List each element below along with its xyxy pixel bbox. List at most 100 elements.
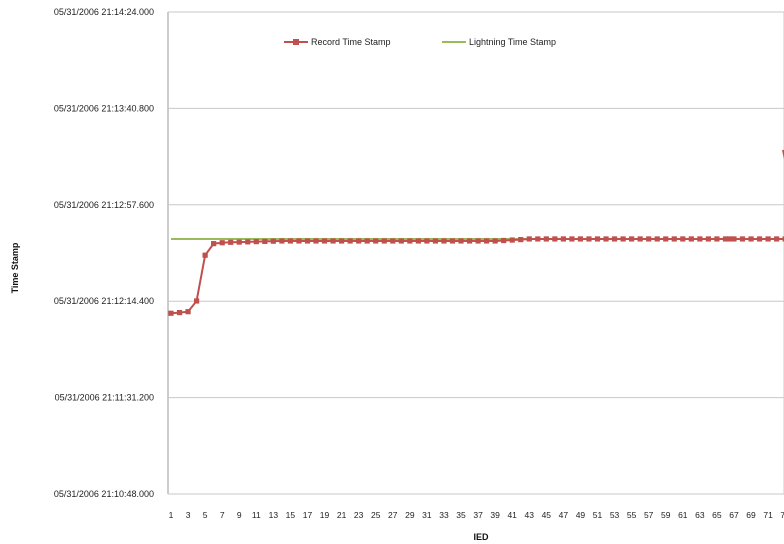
- x-tick-label: 9: [237, 510, 242, 520]
- record-marker: [330, 238, 336, 244]
- record-marker: [586, 236, 592, 242]
- record-marker: [415, 238, 421, 244]
- x-tick-label: 31: [422, 510, 432, 520]
- record-marker: [168, 310, 174, 316]
- record-marker: [535, 236, 541, 242]
- record-marker: [492, 238, 498, 244]
- x-tick-label: 43: [525, 510, 535, 520]
- x-tick-label: 51: [593, 510, 603, 520]
- x-tick-label: 67: [729, 510, 739, 520]
- x-tick-label: 1: [169, 510, 174, 520]
- x-tick-label: 57: [644, 510, 654, 520]
- record-marker: [381, 238, 387, 244]
- record-marker: [364, 238, 370, 244]
- record-marker: [774, 236, 780, 242]
- record-marker: [501, 237, 507, 244]
- record-marker: [611, 236, 618, 242]
- record-marker: [304, 238, 311, 244]
- x-tick-label: 37: [473, 510, 483, 520]
- record-marker: [705, 236, 711, 242]
- record-marker: [543, 236, 549, 242]
- record-marker: [663, 236, 669, 242]
- x-tick-label: 39: [490, 510, 500, 520]
- legend-record-marker: [293, 39, 299, 45]
- x-tick-label: 27: [388, 510, 398, 520]
- record-marker: [185, 309, 191, 315]
- record-marker: [466, 238, 473, 244]
- record-marker: [603, 236, 609, 242]
- x-tick-label: 69: [746, 510, 756, 520]
- record-marker: [347, 238, 353, 244]
- record-marker: [424, 238, 430, 244]
- record-marker: [262, 238, 268, 244]
- record-marker: [484, 238, 490, 244]
- series-record-time-stamp: [168, 149, 784, 316]
- record-marker: [321, 238, 328, 244]
- x-tick-label: 53: [610, 510, 620, 520]
- record-marker: [697, 236, 703, 242]
- record-marker: [620, 236, 626, 242]
- record-marker: [569, 236, 575, 242]
- record-marker: [552, 236, 558, 242]
- x-tick-label: 15: [286, 510, 296, 520]
- record-marker: [176, 309, 183, 316]
- record-marker: [432, 238, 439, 244]
- x-tick-labels: 1 3 5 7 9 11 13 15 17 19 21 23 25 27 29 31 33 35 37 39 41 43 4…: [169, 510, 784, 520]
- record-marker: [449, 238, 456, 244]
- x-tick-label: 21: [337, 510, 347, 520]
- record-marker: [279, 238, 285, 244]
- record-marker: [509, 237, 515, 243]
- record-marker: [748, 236, 754, 242]
- record-marker: [296, 238, 302, 244]
- record-marker: [475, 238, 481, 244]
- record-marker: [390, 238, 396, 244]
- record-marker: [782, 236, 784, 242]
- legend-record-label: Record Time Stamp: [311, 37, 391, 47]
- record-marker: [727, 236, 733, 242]
- x-tick-label: 59: [661, 510, 671, 520]
- record-marker: [646, 236, 652, 242]
- record-marker: [739, 236, 746, 242]
- record-marker: [714, 236, 720, 242]
- record-marker: [228, 239, 234, 245]
- record-marker: [671, 236, 677, 242]
- record-marker: [458, 238, 464, 244]
- x-tick-label: 45: [542, 510, 552, 520]
- x-tick-label: 17: [303, 510, 313, 520]
- x-tick-label: 47: [559, 510, 569, 520]
- record-marker: [219, 240, 225, 246]
- x-tick-label: 7: [220, 510, 225, 520]
- record-marker: [756, 236, 763, 242]
- x-tick-label: 63: [695, 510, 705, 520]
- record-marker: [211, 241, 217, 247]
- x-tick-label: 25: [371, 510, 381, 520]
- record-line: [170, 237, 784, 315]
- record-marker: [518, 237, 524, 243]
- record-marker: [193, 298, 200, 304]
- x-axis-title: IED: [473, 532, 489, 542]
- record-marker: [245, 239, 251, 245]
- record-marker: [526, 236, 532, 242]
- x-tick-label: 73: [780, 510, 784, 520]
- x-tick-label: 65: [712, 510, 722, 520]
- record-marker: [577, 236, 584, 242]
- x-tick-label: 19: [320, 510, 330, 520]
- x-tick-label: 23: [354, 510, 364, 520]
- record-marker: [202, 252, 208, 258]
- record-marker: [287, 238, 294, 244]
- x-tick-label: 33: [439, 510, 449, 520]
- x-tick-label: 3: [186, 510, 191, 520]
- record-marker: [560, 236, 566, 242]
- x-tick-label: 41: [507, 510, 517, 520]
- record-marker: [253, 239, 259, 245]
- record-marker: [688, 236, 694, 242]
- x-tick-label: 35: [456, 510, 466, 520]
- x-tick-label: 55: [627, 510, 637, 520]
- y-tick-label: 05/31/2006 21:12:57.600: [54, 200, 154, 210]
- x-tick-label: 11: [252, 510, 261, 520]
- record-marker: [236, 239, 242, 245]
- x-tick-label: 49: [576, 510, 586, 520]
- y-tick-label: 05/31/2006 21:14:24.000: [54, 7, 154, 17]
- record-marker: [637, 236, 643, 242]
